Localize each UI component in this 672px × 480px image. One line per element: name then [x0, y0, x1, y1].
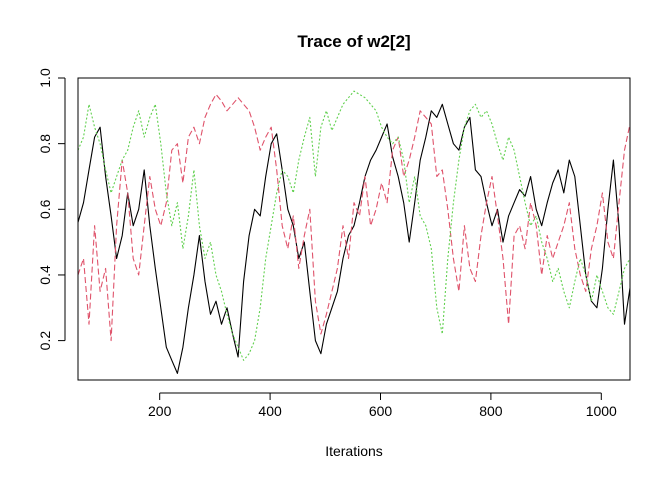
x-tick-label: 600 — [369, 403, 393, 419]
x-axis: 200 400 600 800 1000 — [148, 392, 617, 419]
chart-title: Trace of w2[2] — [297, 32, 410, 51]
y-tick-label: 0.6 — [37, 199, 53, 219]
x-tick-label: 1000 — [586, 403, 617, 419]
y-tick-label: 0.8 — [37, 134, 53, 154]
plot-frame — [77, 77, 631, 381]
y-tick-label: 1.0 — [37, 68, 53, 88]
y-tick-label: 0.4 — [37, 265, 53, 285]
series-group — [77, 90, 631, 374]
x-tick-label: 800 — [479, 403, 503, 419]
x-tick-label: 200 — [148, 403, 172, 419]
series-line-2 — [77, 93, 631, 342]
y-tick-label: 0.2 — [37, 331, 53, 351]
series-line-3 — [77, 90, 631, 361]
series-line-1 — [77, 103, 631, 374]
y-axis: 0.2 0.4 0.6 0.8 1.0 — [37, 68, 66, 351]
x-tick-label: 400 — [258, 403, 282, 419]
x-axis-label: Iterations — [325, 443, 383, 459]
